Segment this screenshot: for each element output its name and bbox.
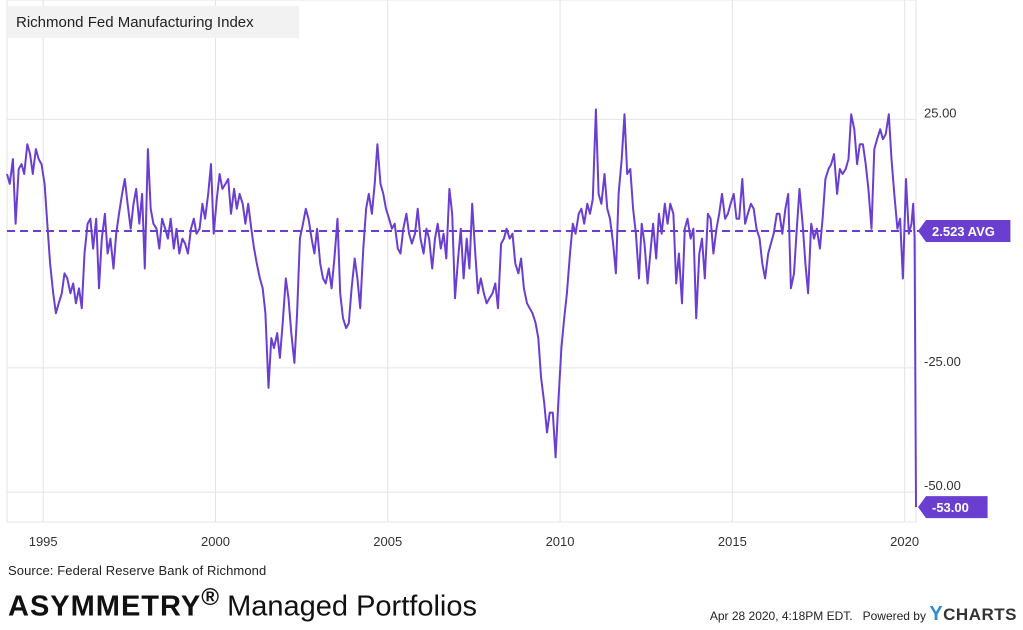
line-chart: 1995 2000 2005 2010 2015 2020 25.00 -25.00 -50.0… [6, 0, 1011, 549]
chart-title-box: Richmond Fed Manufacturing Index [7, 6, 299, 38]
plot-area [6, 0, 917, 523]
ycharts-logo[interactable]: YCHARTS [929, 603, 1017, 625]
last-value-badge-text: -53.00 [932, 500, 969, 515]
y-tick-label: -50.00 [924, 478, 961, 493]
brand-name-rest: Managed Portfolios [219, 590, 477, 623]
ycharts-logo-text: CHARTS [943, 605, 1017, 624]
brand-name-strong: ASYMMETRY [8, 590, 202, 623]
average-badge: 2.523 AVG [918, 220, 1011, 243]
source-note: Source: Federal Reserve Bank of Richmond [8, 563, 267, 578]
x-tick-label: 2015 [718, 534, 747, 549]
average-badge-shape [918, 220, 1011, 243]
last-value-badge: -53.00 [918, 496, 988, 519]
x-tick-label: 2000 [201, 534, 230, 549]
x-tick-label: 1995 [29, 534, 58, 549]
series-line [6, 108, 917, 508]
timestamp: Apr 28 2020, 4:18PM EDT. [709, 609, 853, 623]
x-tick-label: 2010 [546, 534, 575, 549]
x-tick-label: 2005 [373, 534, 402, 549]
powered-by-label: Powered by [862, 609, 926, 623]
chart-container: 1995 2000 2005 2010 2015 2020 25.00 -25.00 -50.0… [6, 0, 1011, 549]
average-badge-text: 2.523 AVG [932, 224, 995, 239]
ycharts-logo-y: Y [929, 603, 944, 625]
y-tick-label: 25.00 [924, 105, 957, 120]
chart-title: Richmond Fed Manufacturing Index [16, 14, 254, 31]
chart-title-background [7, 6, 299, 38]
x-tick-label: 2020 [890, 534, 919, 549]
y-tick-label: -25.00 [924, 354, 961, 369]
footer-right: Apr 28 2020, 4:18PM EDT. Powered by YCHA… [710, 603, 1017, 626]
brand-logo: ASYMMETRY® Managed Portfolios [8, 584, 477, 624]
brand-registered-mark: ® [201, 584, 220, 611]
last-value-badge-shape [918, 496, 988, 519]
